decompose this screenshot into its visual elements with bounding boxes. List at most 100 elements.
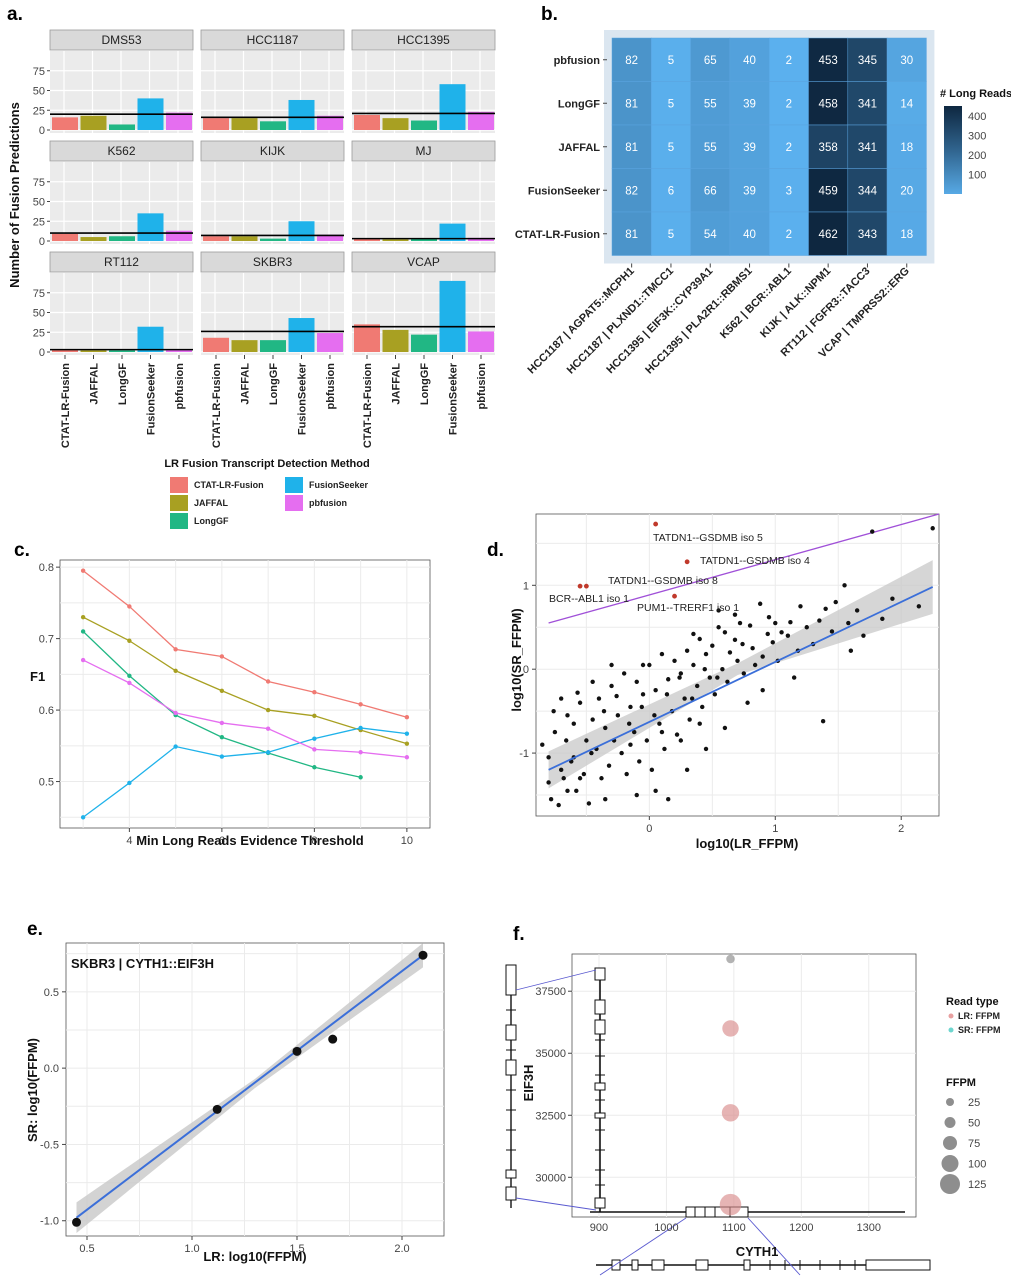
heatmap-cell [611, 81, 652, 126]
y-tick-label: 50 [33, 308, 45, 320]
heatmap-value: 40 [743, 55, 756, 67]
scatter-point [697, 721, 702, 726]
confidence-band [548, 560, 933, 789]
exon-box [611, 1259, 621, 1271]
bar-hcc1395-fusionseeker [439, 84, 466, 130]
heatmap-value: 55 [704, 142, 717, 154]
point-pbfusion [312, 747, 317, 752]
legend-marker-lr [948, 1013, 954, 1019]
point-pbfusion [173, 710, 178, 716]
scatter-point [575, 690, 580, 695]
scatter-point [684, 648, 690, 653]
heatmap-cell [768, 81, 809, 126]
heatmap-value: 5 [668, 142, 674, 154]
x-tick-label: JAFFAL [240, 363, 252, 405]
x-tick-label: pbfusion [325, 363, 337, 410]
scatter-point [590, 679, 595, 684]
scatter-point [584, 738, 589, 743]
point-annotation: TATDN1--GSDMB iso 4 [700, 555, 810, 567]
heatmap-cell [651, 124, 691, 169]
highlight-point [684, 559, 690, 565]
scatter-point [561, 776, 566, 781]
scatter-point [691, 631, 696, 637]
point-pbfusion [80, 657, 86, 663]
heatmap-cell [886, 81, 927, 126]
bar-hcc1187-longgf [260, 121, 286, 130]
point-ctat-lr-fusion [358, 702, 363, 707]
scatter-point [765, 631, 770, 637]
legend-size-marker [946, 1098, 954, 1106]
x-tick-label: 10 [401, 835, 413, 847]
y-tick-label: 35000 [535, 1048, 566, 1060]
exon-box [594, 999, 606, 1015]
x-tick-label: JAFFAL [89, 363, 101, 405]
y-tick-label: 0.5 [44, 987, 59, 999]
scatter-point [760, 687, 765, 693]
point-longgf [127, 673, 132, 678]
heatmap-cell [847, 81, 888, 126]
bar-dms53-jaffal [80, 115, 107, 130]
scatter-point [716, 608, 721, 613]
facet-strip [351, 251, 496, 273]
heatmap-row-label: pbfusion [554, 55, 601, 67]
colorbar-tick-label: 100 [968, 170, 986, 182]
legend-label-jaffal: JAFFAL [194, 498, 229, 508]
y-tick-label: 0.7 [39, 634, 54, 646]
scatter-point [652, 713, 657, 718]
colorbar-title: # Long Reads [940, 88, 1011, 100]
scatter-point [659, 729, 665, 735]
point-pbfusion [265, 726, 271, 731]
heatmap-cell [611, 124, 652, 169]
bar-vcap-fusionseeker [439, 280, 466, 352]
scatter-point [697, 636, 702, 642]
bar-kijk-jaffal [231, 236, 258, 241]
facet-strip [200, 251, 345, 273]
heatmap-cell [611, 168, 652, 213]
bar-hcc1187-fusionseeker [288, 99, 315, 130]
scatter-point [589, 750, 594, 756]
facet-title-k562: K562 [107, 144, 135, 158]
heatmap-value: 343 [858, 229, 877, 241]
scatter-point [842, 583, 847, 588]
heatmap-value: 18 [900, 142, 913, 154]
scatter-point [760, 654, 765, 659]
heatmap-value: 39 [743, 185, 756, 197]
y-tick-label: 0.6 [39, 705, 54, 717]
heatmap-cell [886, 211, 927, 256]
heatmap-cell [847, 124, 888, 169]
y-tick-label: 0.5 [39, 777, 54, 789]
heatmap-value: 3 [786, 185, 792, 197]
scatter-point [546, 755, 551, 760]
y-axis-title-a: Number of Fusion Predictions [7, 102, 22, 288]
scatter-point [624, 771, 629, 777]
heatmap-cell [808, 81, 849, 126]
x-tick-label: 1.0 [184, 1243, 199, 1255]
facet-title-rt112: RT112 [104, 255, 139, 269]
scatter-point [703, 651, 709, 657]
point-pbfusion [127, 680, 132, 686]
point-ctat-lr-fusion [127, 604, 132, 609]
bar-k562-fusionseeker [137, 213, 164, 241]
point-ctat-lr-fusion [265, 679, 271, 684]
y-axis-title-d: log10(SR_FFPM) [509, 608, 524, 711]
heatmap-cell [886, 168, 927, 213]
legend-size-marker [940, 1174, 960, 1194]
heatmap-cell [808, 168, 849, 213]
y-tick-label: 75 [33, 288, 45, 300]
legend-swatch-fusionseeker [285, 477, 303, 493]
fusion-bubble [721, 1104, 740, 1122]
scatter-point [890, 596, 895, 601]
scatter-point [574, 788, 579, 794]
heatmap-cell [729, 168, 770, 213]
heatmap-value: 30 [900, 55, 913, 67]
facet-strip [49, 140, 194, 162]
point-fusionseeker [358, 725, 363, 731]
facet-strip [351, 140, 496, 162]
legend-title-ffpm: FFPM [946, 1077, 976, 1089]
heatmap-value: 14 [900, 98, 913, 110]
scatter-point [710, 643, 715, 648]
heatmap-row-label: LongGF [558, 98, 600, 110]
heatmap-value: 344 [858, 185, 878, 197]
scatter-point [715, 675, 720, 680]
point-annotation: TATDN1--GSDMB iso 5 [653, 532, 763, 544]
